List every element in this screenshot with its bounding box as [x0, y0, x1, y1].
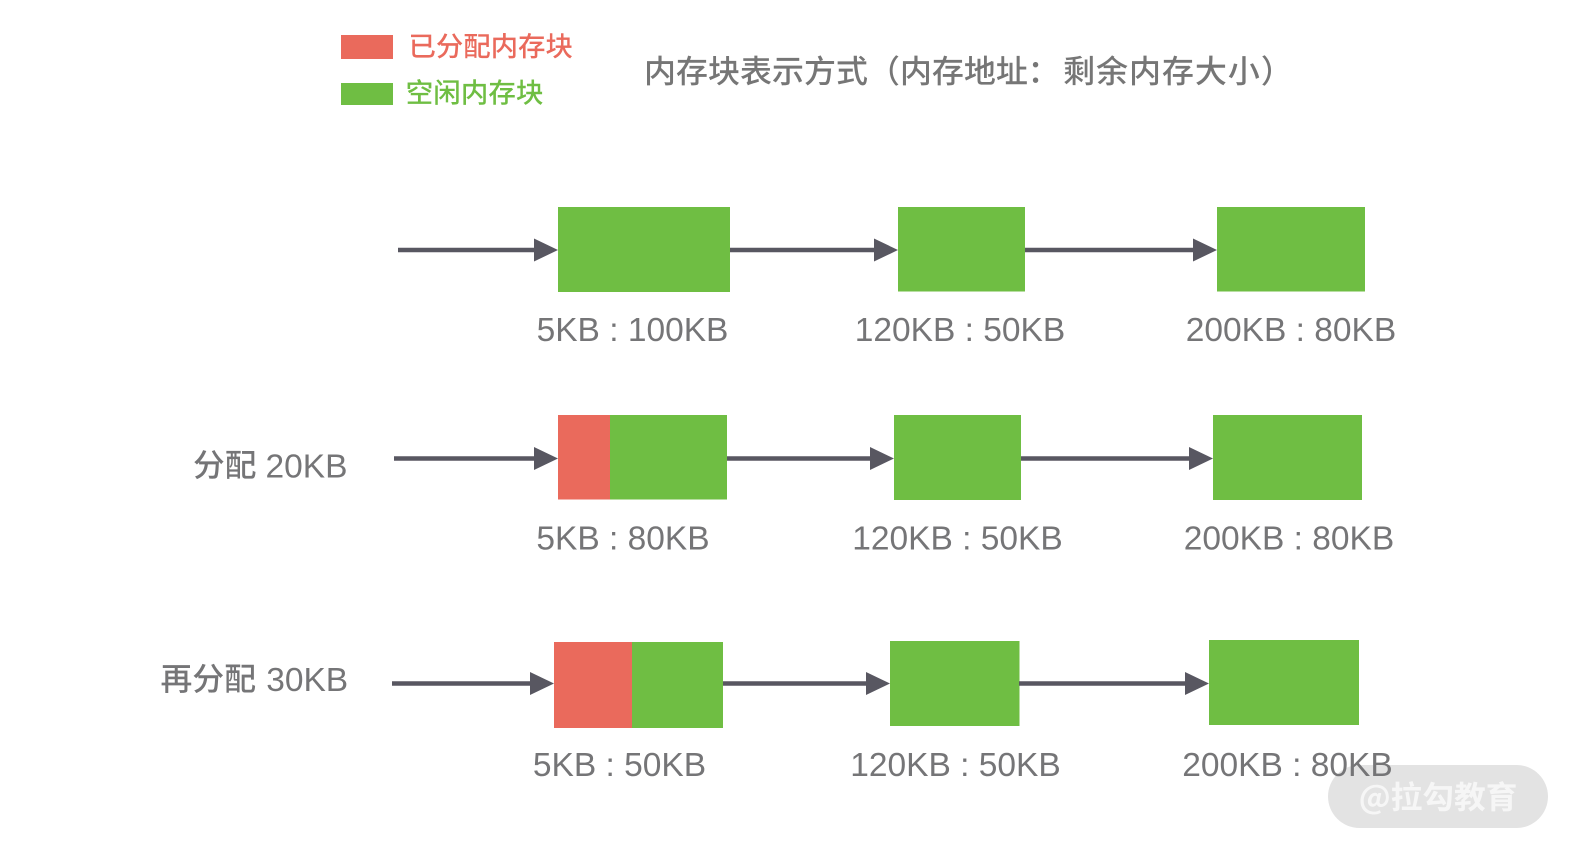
svg-text:30KB: 30KB — [266, 662, 348, 699]
svg-text:200KB : 80KB: 200KB : 80KB — [1186, 312, 1396, 349]
svg-text:200KB : 80KB: 200KB : 80KB — [1182, 747, 1392, 784]
svg-text:5KB : 100KB: 5KB : 100KB — [537, 312, 729, 349]
svg-text:200KB : 80KB: 200KB : 80KB — [1184, 521, 1394, 558]
svg-text:5KB : 80KB: 5KB : 80KB — [536, 521, 709, 558]
svg-text:120KB : 50KB: 120KB : 50KB — [850, 747, 1060, 784]
svg-text:20KB: 20KB — [266, 449, 348, 486]
svg-text:120KB : 50KB: 120KB : 50KB — [852, 521, 1062, 558]
svg-text:120KB : 50KB: 120KB : 50KB — [855, 312, 1065, 349]
svg-text:5KB : 50KB: 5KB : 50KB — [533, 747, 706, 784]
